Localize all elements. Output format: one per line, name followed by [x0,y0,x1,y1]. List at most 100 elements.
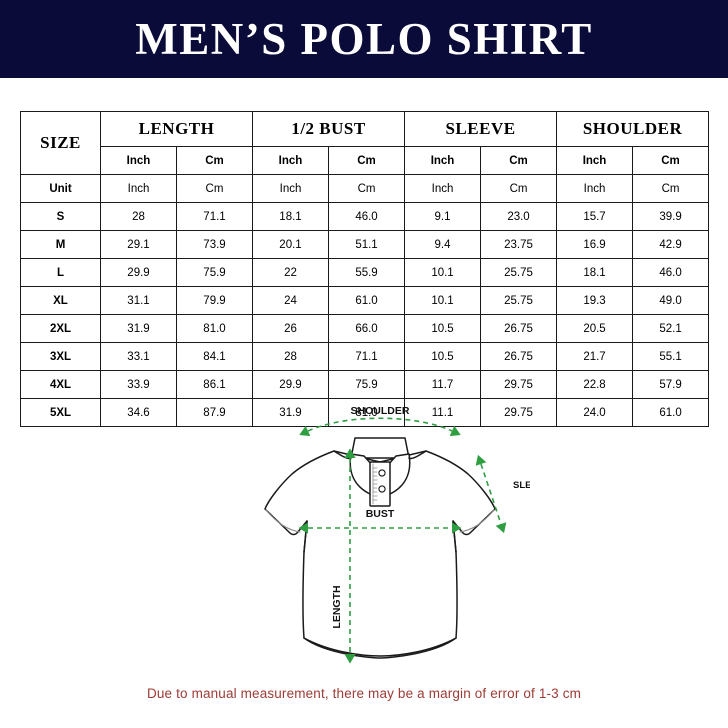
cell-bust-cm: 46.0 [327,202,406,231]
cell-length-inch: 28 [100,202,177,231]
cell-bust-inch: 28 [252,342,329,371]
measurement-disclaimer: Due to manual measurement, there may be … [147,686,581,701]
cell-sleeve-inch: 11.7 [404,370,482,399]
unit-header-bust-inch: Inch [252,146,329,175]
cell-shoulder-cm: 52.1 [632,314,710,343]
cell-sleeve-cm: 23.75 [480,230,558,259]
unit-header-shoulder-cm: Cm [632,146,710,175]
cell-bust-cm: 51.1 [327,230,406,259]
cell-shoulder-inch: 15.7 [556,202,634,231]
cell-shoulder-cm: Cm [632,174,710,203]
cell-length-cm: 79.9 [176,286,253,315]
sleeve-measure-arrow [475,454,507,534]
cell-size: 4XL [20,370,101,399]
cell-length-cm: 71.1 [176,202,253,231]
cell-size: Unit [20,174,101,203]
cell-sleeve-inch: 10.1 [404,286,482,315]
column-header-bust: 1/2 BUST [251,111,406,147]
cell-bust-inch: 20.1 [252,230,329,259]
polo-shirt-diagram: SHOULDER BUST SLEEVE LENGTH [230,402,530,680]
cell-shoulder-inch: 19.3 [556,286,634,315]
table-row: L 29.9 75.9 22 55.9 10.1 25.75 18.1 46.0 [20,258,710,287]
cell-length-inch: 31.9 [100,314,177,343]
unit-header-sleeve-cm: Cm [480,146,558,175]
cell-size: M [20,230,101,259]
table-row: S 28 71.1 18.1 46.0 9.1 23.0 15.7 39.9 [20,202,710,231]
cell-sleeve-cm: 29.75 [480,398,558,427]
cell-bust-cm: Cm [327,174,406,203]
shoulder-label: SHOULDER [351,405,410,417]
cell-length-inch: 34.6 [100,398,177,427]
cell-bust-cm: 66.0 [327,314,406,343]
cell-shoulder-cm: 55.1 [632,342,710,371]
cell-shoulder-inch: 18.1 [556,258,634,287]
page-banner: MEN’S POLO SHIRT [0,0,728,78]
table-row: M 29.1 73.9 20.1 51.1 9.4 23.75 16.9 42.… [20,230,710,259]
unit-header-length-inch: Inch [100,146,177,175]
column-header-length: LENGTH [100,111,253,147]
cell-sleeve-inch: 10.1 [404,258,482,287]
measurement-guides [298,417,507,664]
length-label: LENGTH [331,585,343,628]
cell-bust-cm: 81.0 [327,398,406,427]
cell-shoulder-inch: 24.0 [556,398,634,427]
cell-bust-cm: 71.1 [327,342,406,371]
cell-sleeve-inch: 10.5 [404,342,482,371]
cell-bust-inch: 29.9 [252,370,329,399]
cell-bust-cm: 61.0 [327,286,406,315]
cell-shoulder-inch: 21.7 [556,342,634,371]
cell-bust-inch: 22 [252,258,329,287]
cell-length-cm: 86.1 [176,370,253,399]
cell-sleeve-cm: 23.0 [480,202,558,231]
cell-size: XL [20,286,101,315]
column-header-sleeve: SLEEVE [404,111,558,147]
cell-bust-inch: 26 [252,314,329,343]
cell-size: 5XL [20,398,101,427]
cell-sleeve-inch: Inch [404,174,482,203]
cell-sleeve-cm: 26.75 [480,342,558,371]
table-row: 2XL 31.9 81.0 26 66.0 10.5 26.75 20.5 52… [20,314,710,343]
cell-length-cm: Cm [176,174,253,203]
cell-bust-inch: Inch [252,174,329,203]
cell-shoulder-cm: 42.9 [632,230,710,259]
cell-length-inch: 33.1 [100,342,177,371]
sleeve-label: SLEEVE [513,480,530,491]
cell-length-cm: 84.1 [176,342,253,371]
column-header-size: SIZE [20,111,101,175]
table-row: XL 31.1 79.9 24 61.0 10.1 25.75 19.3 49.… [20,286,710,315]
cell-shoulder-cm: 46.0 [632,258,710,287]
unit-header-bust-cm: Cm [327,146,406,175]
cell-shoulder-cm: 57.9 [632,370,710,399]
table-row: Unit Inch Cm Inch Cm Inch Cm Inch Cm [20,174,710,203]
cell-length-cm: 87.9 [176,398,253,427]
bust-label: BUST [366,508,395,520]
cell-shoulder-inch: Inch [556,174,634,203]
collar-button-top [378,469,386,477]
cell-length-inch: 29.9 [100,258,177,287]
cell-sleeve-cm: 25.75 [480,286,558,315]
cell-length-cm: 75.9 [176,258,253,287]
collar-button-bottom [378,485,386,493]
cell-length-inch: 29.1 [100,230,177,259]
table-unit-header-row: Inch Cm Inch Cm Inch Cm Inch Cm [21,146,710,175]
cell-length-cm: 73.9 [176,230,253,259]
cell-length-cm: 81.0 [176,314,253,343]
cell-bust-cm: 55.9 [327,258,406,287]
cell-shoulder-inch: 22.8 [556,370,634,399]
unit-header-shoulder-inch: Inch [556,146,634,175]
page-title: MEN’S POLO SHIRT [135,13,593,64]
unit-header-sleeve-inch: Inch [404,146,482,175]
cell-sleeve-cm: 29.75 [480,370,558,399]
cell-sleeve-inch: 9.1 [404,202,482,231]
cell-sleeve-inch: 9.4 [404,230,482,259]
table-row: 3XL 33.1 84.1 28 71.1 10.5 26.75 21.7 55… [20,342,710,371]
table-row: 5XL 34.6 87.9 31.9 81.0 11.1 29.75 24.0 … [20,398,710,427]
cell-shoulder-cm: 61.0 [632,398,710,427]
size-chart-table: SIZE LENGTH 1/2 BUST SLEEVE SHOULDER Inc… [20,111,710,427]
shoulder-measure-arrow [299,417,461,437]
cell-length-inch: 33.9 [100,370,177,399]
table-row: 4XL 33.9 86.1 29.9 75.9 11.7 29.75 22.8 … [20,370,710,399]
cell-shoulder-inch: 20.5 [556,314,634,343]
cell-shoulder-inch: 16.9 [556,230,634,259]
cell-sleeve-cm: 26.75 [480,314,558,343]
